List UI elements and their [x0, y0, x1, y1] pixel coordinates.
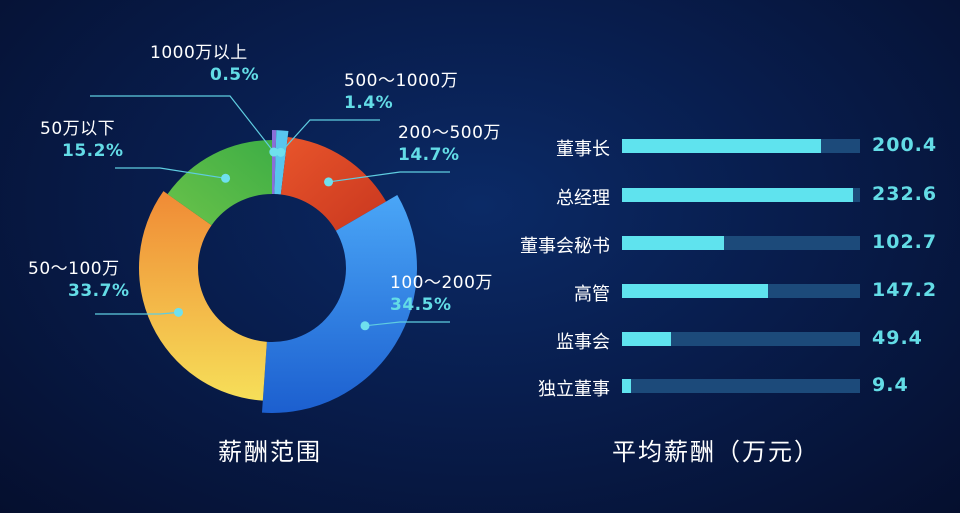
slice-50-100: [139, 191, 267, 401]
slice-name: 200～500万: [398, 123, 501, 143]
bar-category-label: 董事长: [556, 139, 610, 160]
bar-track: [622, 236, 860, 250]
leader-dot: [324, 177, 334, 187]
leader-line: [115, 167, 226, 179]
bar-chart-title: 平均薪酬（万元）: [612, 438, 820, 466]
bar-value-label: 200.4: [872, 134, 938, 156]
bar-row: 董事长 200.4: [0, 131, 960, 161]
bar-track: [622, 332, 860, 346]
bar-value-label: 9.4: [872, 374, 909, 396]
slice-label-500-1000: 500～1000万 1.4%: [344, 70, 458, 114]
leader-line: [280, 119, 380, 153]
slice-under-50: [167, 140, 272, 226]
slice-over-1000: [272, 130, 277, 195]
bar: [622, 139, 821, 153]
slice-name: 500～1000万: [344, 71, 459, 91]
leader-line: [328, 171, 450, 183]
bar-row: 总经理 232.6: [0, 180, 960, 210]
leader-dot: [269, 147, 279, 157]
bar-row: 独立董事 9.4: [0, 371, 960, 401]
slice-label-50-100: 50～100万 33.7%: [28, 258, 129, 302]
bar-track: [622, 284, 860, 298]
bar-row: 监事会 49.4: [0, 324, 960, 354]
bar-category-label: 董事会秘书: [520, 236, 610, 257]
leader-dot: [221, 173, 231, 183]
leader-line: [364, 321, 450, 327]
bar-row: 董事会秘书 102.7: [0, 228, 960, 258]
bar-category-label: 总经理: [556, 188, 610, 209]
slice-percent: 14.7%: [398, 145, 460, 165]
bar-track: [622, 139, 860, 153]
slice-200-500: [280, 136, 387, 231]
slice-name: 50～100万: [28, 259, 120, 279]
bar: [622, 188, 853, 202]
slice-500-1000: [274, 130, 289, 195]
leader-dot: [276, 147, 286, 157]
bar-value-label: 49.4: [872, 327, 923, 349]
slice-percent: 0.5%: [210, 65, 260, 85]
slice-100-200: [261, 194, 417, 413]
bar: [622, 284, 768, 298]
bar: [622, 379, 632, 393]
slice-percent: 15.2%: [62, 141, 124, 161]
slice-percent: 34.5%: [390, 295, 452, 315]
bar: [622, 332, 671, 346]
bar-category-label: 高管: [574, 284, 610, 305]
bar-value-label: 147.2: [872, 279, 938, 301]
bar-category-label: 监事会: [556, 332, 610, 353]
bar: [622, 236, 724, 250]
leader-line: [95, 311, 179, 315]
slice-percent: 1.4%: [344, 93, 394, 113]
bar-track: [622, 379, 860, 393]
leader-line: [90, 95, 275, 153]
leader-dot: [173, 307, 183, 317]
slice-label-200-500: 200～500万 14.7%: [398, 122, 501, 166]
bar-track: [622, 188, 860, 202]
slice-name: 1000万以上: [150, 43, 248, 63]
bar-category-label: 独立董事: [538, 379, 610, 400]
slice-name: 50万以下: [40, 119, 116, 139]
bar-row: 高管 147.2: [0, 276, 960, 306]
bar-value-label: 232.6: [872, 183, 938, 205]
leader-dot: [360, 321, 370, 331]
slice-name: 100～200万: [390, 273, 493, 293]
slice-label-100-200: 100～200万 34.5%: [390, 272, 493, 316]
slice-label-under-50: 50万以下 15.2%: [40, 118, 123, 162]
bar-value-label: 102.7: [872, 231, 938, 253]
slice-percent: 33.7%: [68, 281, 130, 301]
slice-label-1000-plus: 1000万以上 0.5%: [150, 42, 259, 86]
pie-chart-title: 薪酬范围: [218, 438, 322, 466]
